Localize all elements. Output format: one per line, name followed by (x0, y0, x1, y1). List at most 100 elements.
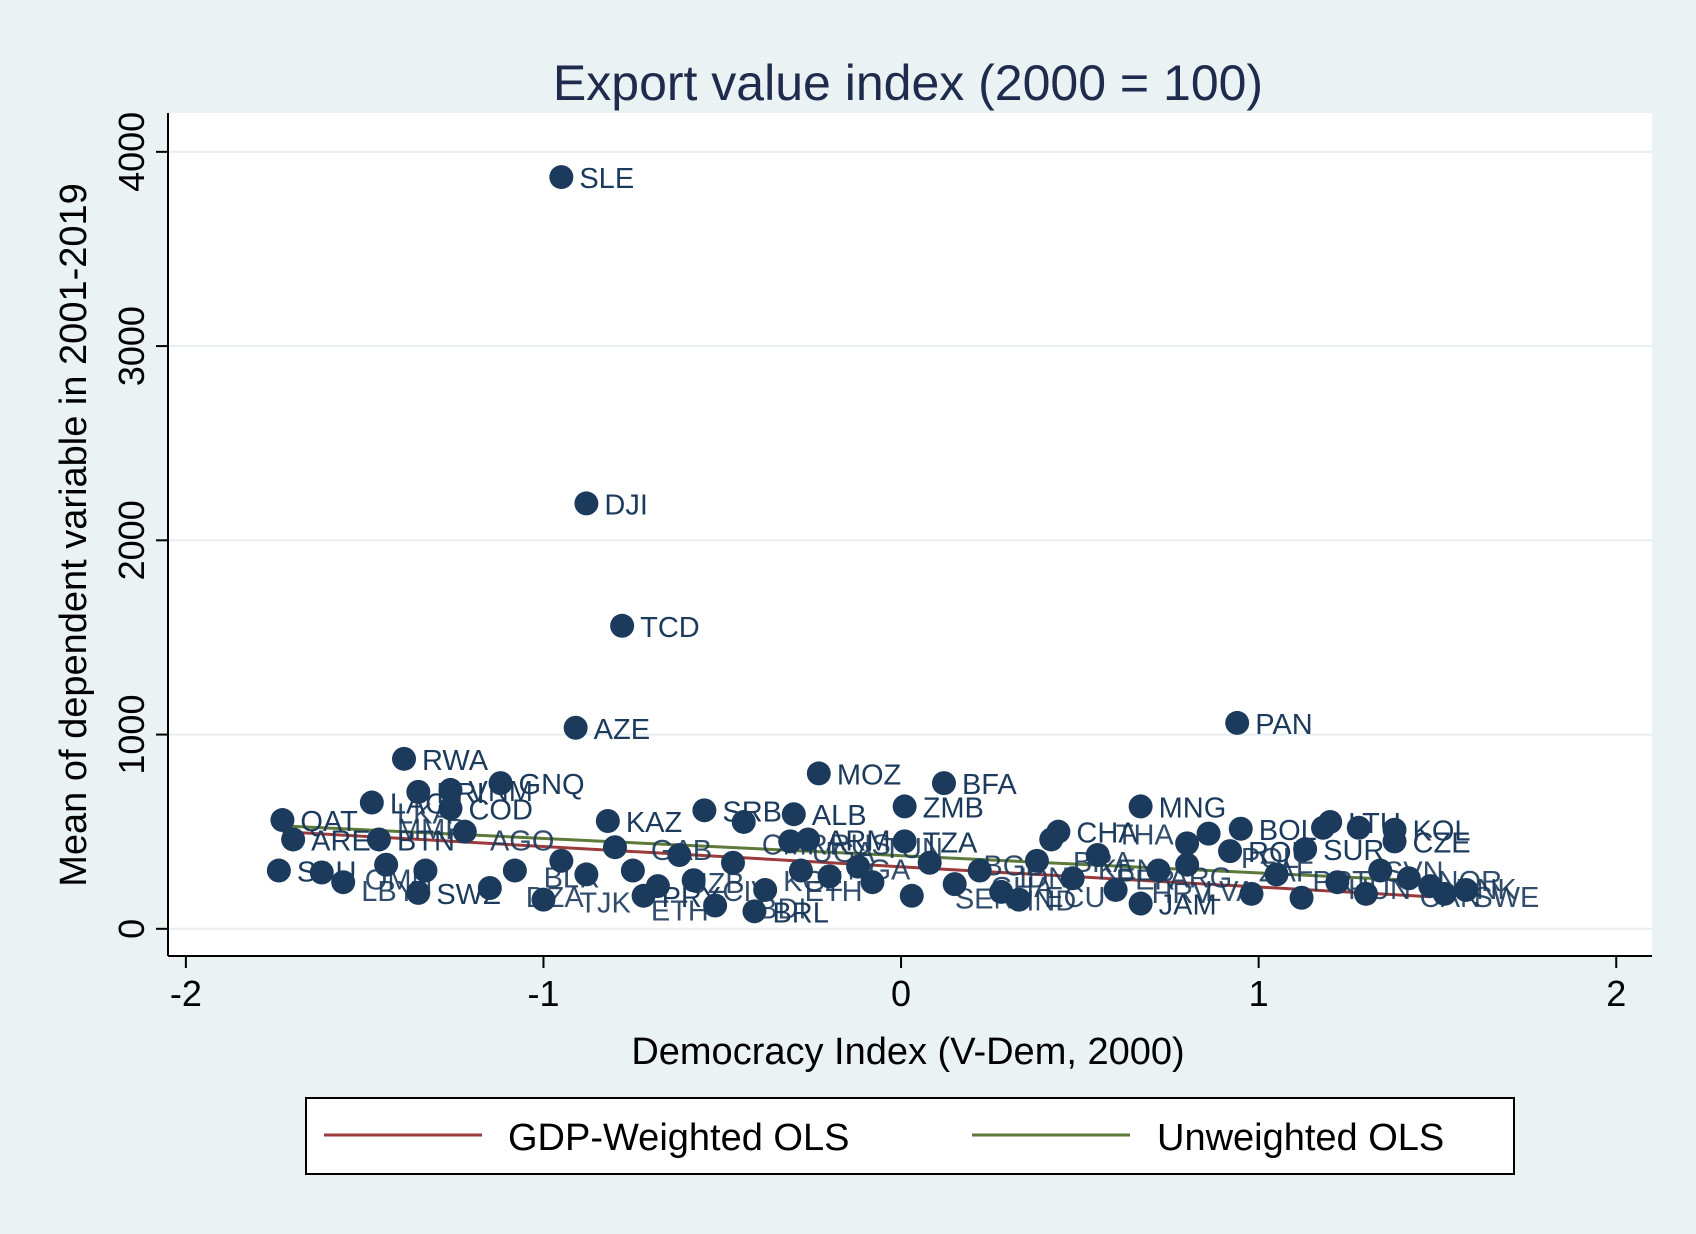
scatter-point (438, 777, 463, 802)
point-label-overlap: PRT (1312, 866, 1370, 898)
scatter-point (1454, 877, 1479, 902)
point-label: CHA (1076, 818, 1138, 850)
scatter-point (574, 491, 599, 516)
point-label-overlap: UZB (687, 868, 745, 900)
point-label: PAN (1255, 709, 1312, 741)
scatter-point (778, 829, 803, 854)
scatter-point (817, 864, 842, 889)
scatter-point (692, 798, 717, 823)
point-label: SUR (1323, 835, 1384, 867)
point-label-overlap: LKA (397, 798, 452, 830)
point-label: BTN (397, 825, 455, 857)
point-label-overlap: TJK (579, 888, 631, 920)
point-label-overlap: BRA (1073, 847, 1133, 879)
scatter-point (1239, 881, 1264, 906)
point-label: VNM (468, 776, 532, 808)
point-label: BFA (962, 769, 1017, 801)
scatter-point (1085, 842, 1110, 867)
scatter-point (1128, 891, 1153, 916)
scatter-point (602, 835, 627, 860)
scatter-point (331, 870, 356, 895)
point-label-overlap: DNK (1455, 874, 1517, 906)
point-label: ARE (311, 825, 371, 857)
scatter-point (531, 887, 556, 912)
scatter-point (1146, 858, 1171, 883)
scatter-point (645, 874, 670, 899)
scatter-point (1039, 827, 1064, 852)
scatter-point (270, 808, 295, 833)
x-tick-label: 2 (1606, 973, 1626, 1014)
x-tick-label: -2 (170, 973, 202, 1014)
point-label-overlap: POL (1241, 843, 1299, 875)
scatter-point (681, 868, 706, 893)
point-label-overlap: BDI (758, 893, 806, 925)
point-label: GNQ (519, 769, 585, 801)
scatter-point (563, 715, 588, 740)
scatter-point (1368, 858, 1393, 883)
x-tick-label: 0 (891, 973, 911, 1014)
x-ticks: -2 -1 0 1 2 (170, 956, 1626, 1014)
point-label: BRL (772, 897, 828, 929)
scatter-point (1128, 794, 1153, 819)
scatter-point (1175, 831, 1200, 856)
scatter-point (549, 165, 574, 190)
point-label: COD (468, 794, 532, 826)
legend-label-unweighted: Unweighted OLS (1157, 1117, 1444, 1159)
point-label: MOZ (837, 759, 901, 791)
point-label-overlap: GAB (651, 835, 712, 867)
scatter-points (266, 165, 1479, 924)
scatter-point (359, 790, 384, 815)
point-label: LTU (1348, 808, 1401, 840)
y-axis-label: Mean of dependent variable in 2001-2019 (53, 183, 95, 887)
point-label-overlap: SVN (1384, 857, 1444, 889)
point-label-overlap: IDN (1019, 862, 1069, 894)
point-label-overlap: GHA (991, 872, 1055, 904)
scatter-point (796, 827, 821, 852)
point-label-overlap: PER (1116, 864, 1176, 896)
point-label-overlap: NGA (848, 855, 912, 887)
point-label-overlap: SWE (1473, 882, 1539, 914)
point-label: SRB (722, 796, 782, 828)
scatter-point (620, 858, 645, 883)
point-label-overlap: CIV (722, 876, 771, 908)
scatter-point (406, 880, 431, 905)
scatter-point (438, 796, 463, 821)
scatter-point (1396, 866, 1421, 891)
scatter-point (1007, 887, 1032, 912)
point-label-overlap: ETH (805, 876, 863, 908)
x-tick-label: -1 (527, 973, 559, 1014)
y-tick-label: 2000 (111, 500, 152, 580)
scatter-point (1311, 815, 1336, 840)
point-label-overlap: OMN (365, 864, 433, 896)
scatter-point (309, 860, 334, 885)
scatter-point (1218, 839, 1243, 864)
scatter-point (1289, 885, 1314, 910)
point-label: ZMB (923, 792, 984, 824)
scatter-point (1293, 837, 1318, 862)
x-axis-label: Democracy Index (V-Dem, 2000) (631, 1031, 1184, 1073)
x-tick-label: 1 (1249, 973, 1269, 1014)
point-label-overlap: ECU (1044, 882, 1105, 914)
scatter-point (502, 858, 527, 883)
scatter-point (917, 850, 942, 875)
scatter-point (452, 819, 477, 844)
scatter-point (1382, 829, 1407, 854)
scatter-point (846, 854, 871, 879)
scatter-point (610, 613, 635, 638)
chart-title: Export value index (2000 = 100) (553, 55, 1263, 111)
y-tick-label: 1000 (111, 695, 152, 775)
scatter-point (892, 829, 917, 854)
point-label: PRY (662, 882, 721, 914)
scatter-point (806, 761, 831, 786)
scatter-point (281, 827, 306, 852)
scatter-point (1353, 881, 1378, 906)
point-label-overlap: DZA (526, 882, 585, 914)
scatter-point (406, 779, 431, 804)
point-label: BOL (1259, 815, 1317, 847)
scatter-point (488, 771, 513, 796)
point-label-overlap: BGD (983, 851, 1046, 883)
scatter-point (742, 899, 767, 924)
axes (167, 113, 1652, 957)
